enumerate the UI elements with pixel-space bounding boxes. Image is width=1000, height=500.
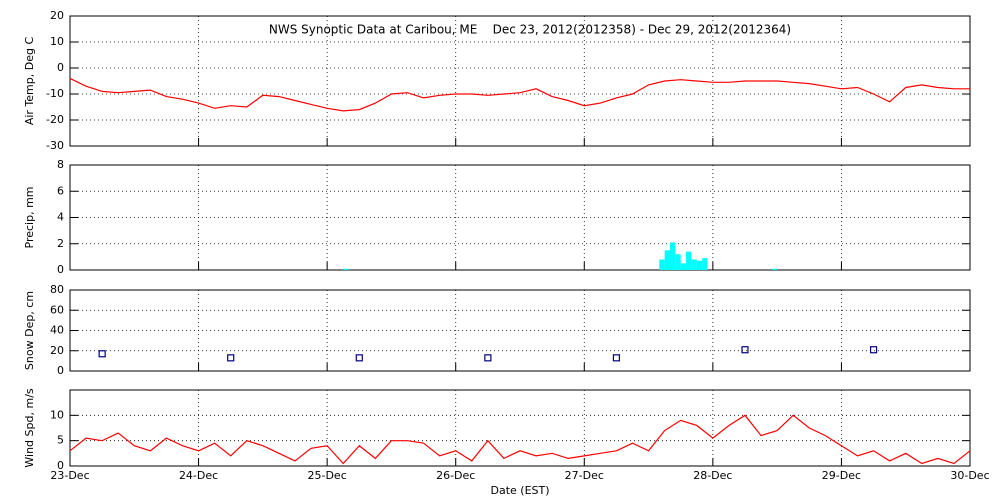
y-axis-label: Air Temp, Deg C (23, 37, 36, 126)
x-tick-label: 24-Dec (179, 469, 218, 482)
x-axis-label: Date (EST) (490, 484, 549, 497)
x-tick-label: 27-Dec (565, 469, 604, 482)
y-tick-label: 0 (57, 364, 64, 377)
y-tick-label: 2 (57, 237, 64, 250)
bar (691, 259, 697, 270)
y-tick-label: 0 (57, 459, 64, 472)
y-tick-label: 5 (57, 434, 64, 447)
y-tick-label: -30 (46, 139, 64, 152)
y-tick-label: 20 (50, 9, 64, 22)
y-axis-label: Snow Dep, cm (23, 291, 36, 370)
x-tick-label: 23-Dec (50, 469, 89, 482)
y-tick-label: 4 (57, 211, 64, 224)
chart-title: NWS Synoptic Data at Caribou, ME Dec 23,… (269, 23, 791, 37)
bar (696, 260, 703, 270)
point (612, 354, 621, 362)
point (869, 346, 878, 354)
x-tick-label: 30-Dec (950, 469, 989, 482)
y-tick-label: 80 (50, 283, 64, 296)
y-tick-label: 0 (57, 263, 64, 276)
y-tick-label: 40 (50, 324, 64, 337)
x-tick-label: 28-Dec (693, 469, 732, 482)
bar (343, 268, 349, 270)
y-tick-label: 10 (50, 408, 64, 421)
bar (680, 263, 687, 270)
x-tick-label: 29-Dec (822, 469, 861, 482)
point (227, 354, 235, 362)
x-tick-label: 25-Dec (308, 469, 347, 482)
y-axis-label: Precip, mm (23, 187, 36, 249)
y-tick-label: 0 (57, 61, 64, 74)
bar (702, 258, 708, 270)
bar (664, 250, 670, 270)
y-tick-label: 60 (50, 303, 64, 316)
y-axis-label: Wind Spd, m/s (23, 388, 36, 468)
y-tick-label: 20 (50, 344, 64, 357)
plot-frame (69, 389, 971, 467)
y-tick-label: 8 (57, 158, 64, 171)
bar (670, 242, 676, 270)
y-tick-label: -10 (46, 87, 64, 100)
x-tick-label: 26-Dec (436, 469, 475, 482)
y-tick-label: 10 (50, 35, 64, 48)
line-series (69, 77, 970, 112)
y-tick-label: 6 (57, 184, 64, 197)
point (355, 354, 363, 362)
point (741, 346, 749, 354)
y-tick-label: -20 (46, 113, 64, 126)
bar (675, 254, 681, 270)
point (98, 350, 106, 358)
bar (771, 268, 778, 270)
line-series (69, 414, 971, 465)
bar (659, 259, 665, 270)
bar (686, 251, 692, 270)
point (484, 354, 492, 362)
